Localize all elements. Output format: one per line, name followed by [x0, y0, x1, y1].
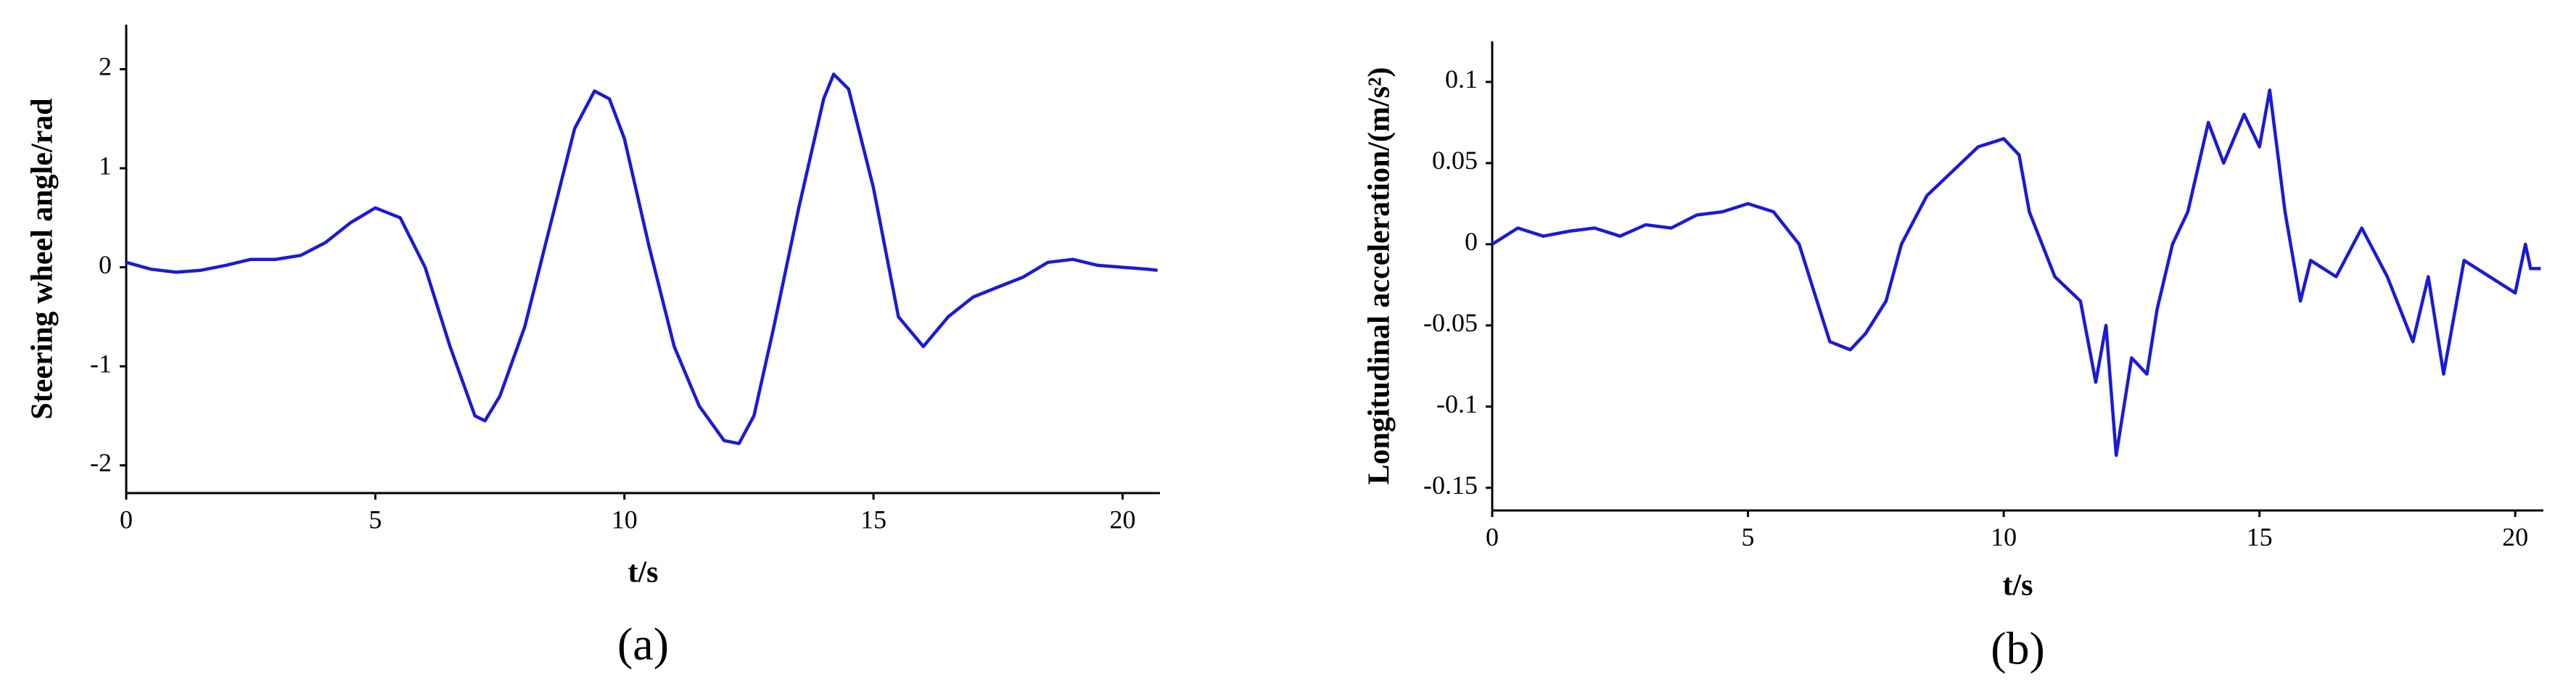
panel-caption: (b)	[1991, 623, 2045, 674]
y-tick-label: -2	[90, 448, 112, 477]
x-axis-label: t/s	[628, 556, 659, 590]
x-axis-label: t/s	[2003, 569, 2033, 603]
y-axis-label: Steering wheel angle/rad	[26, 98, 59, 419]
x-tick-label: 0	[120, 505, 133, 534]
x-tick-label: 10	[612, 505, 638, 534]
y-tick-label: 0	[99, 250, 112, 279]
x-tick-label: 5	[1742, 522, 1755, 551]
y-tick-label: -0.05	[1423, 308, 1478, 337]
x-tick-label: 5	[369, 505, 382, 534]
y-tick-label: 0.1	[1445, 65, 1478, 94]
y-tick-label: 0.05	[1432, 146, 1478, 175]
x-tick-label: 10	[1991, 522, 2017, 551]
panel-caption: (a)	[617, 619, 669, 670]
y-tick-label: 0	[1465, 227, 1478, 256]
x-tick-label: 0	[1486, 522, 1499, 551]
y-tick-label: -1	[90, 349, 112, 378]
y-tick-label: 2	[99, 52, 112, 81]
x-tick-label: 15	[860, 505, 886, 534]
x-tick-label: 20	[1109, 505, 1135, 534]
y-tick-label: -0.15	[1423, 471, 1478, 500]
y-tick-label: -0.1	[1436, 389, 1478, 418]
y-axis-label: Longitudinal acceleration/(m/s²)	[1363, 67, 1396, 484]
x-tick-label: 15	[2247, 522, 2273, 551]
x-tick-label: 20	[2502, 522, 2528, 551]
data-line	[125, 73, 1158, 445]
data-line	[1491, 88, 2541, 458]
y-tick-label: 1	[99, 151, 112, 180]
